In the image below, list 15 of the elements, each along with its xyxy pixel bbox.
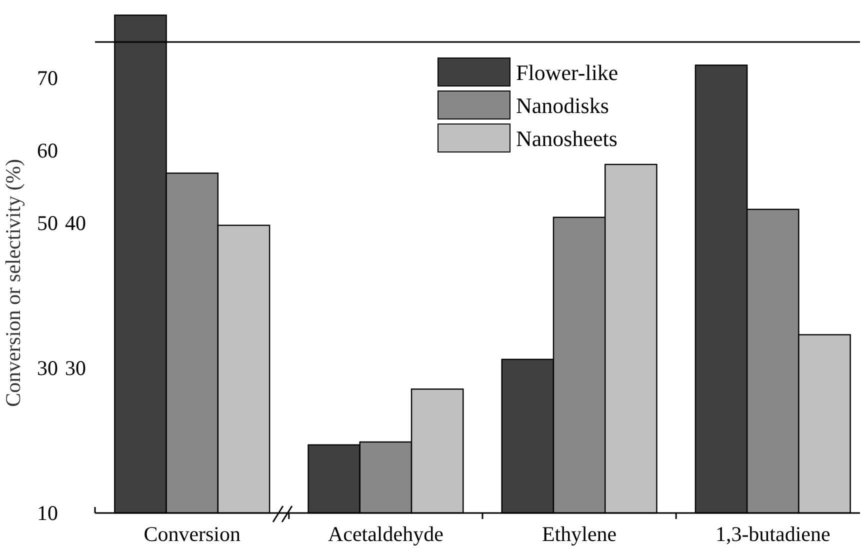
y-tick-label: 10 [37,501,58,525]
x-tick-label: Conversion [144,522,242,546]
legend-label: Flower-like [516,60,618,85]
y2-tick-label: 30 [65,356,86,380]
y-tick-label: 30 [37,356,58,380]
x-tick-label: 1,3-butadiene [715,522,830,546]
x-tick-label: Ethylene [542,522,617,546]
y-tick-label: 70 [37,66,58,90]
x-tick-label: Acetaldehyde [328,522,444,546]
y-axis-title: Conversion or selectivity (%) [1,159,25,407]
y-tick-label: 50 [37,211,58,236]
legend-label: Nanosheets [516,126,618,151]
y2-tick-label: 40 [65,211,86,236]
y-tick-label: 60 [37,138,58,163]
legend-label: Nanodisks [516,93,609,118]
